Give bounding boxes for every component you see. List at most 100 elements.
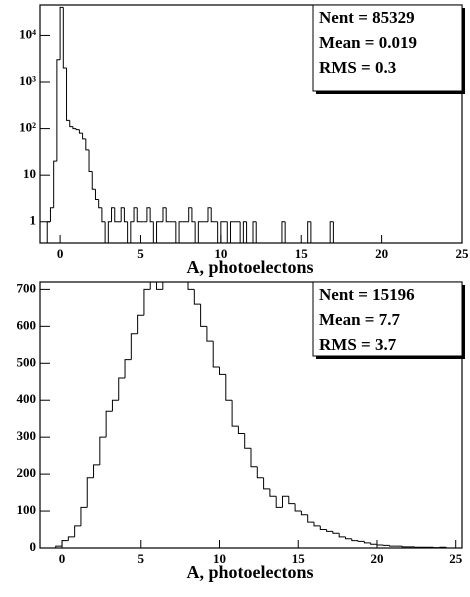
histogram-bin: [370, 542, 377, 545]
histogram-bin: [332, 531, 340, 534]
histogram-bin: [194, 221, 199, 244]
stats-entry: RMS = 3.7: [319, 335, 397, 354]
histogram-bin: [88, 149, 93, 172]
histogram-bin: [363, 541, 371, 544]
stats-box: [312, 4, 463, 92]
histogram-bin: [310, 221, 315, 244]
histogram-bin: [344, 536, 352, 540]
histogram-bin: [219, 366, 226, 375]
histogram-bin: [133, 207, 138, 222]
histogram-bin: [143, 288, 151, 316]
histogram-bin: [338, 533, 346, 538]
x-tick-label: 25: [456, 246, 470, 261]
histogram-bin: [130, 333, 138, 360]
histogram-bin: [82, 133, 86, 140]
histogram-bin: [93, 464, 100, 478]
y-tick-label: 10²: [19, 120, 36, 135]
histogram-bin: [242, 221, 247, 243]
histogram-bin: [275, 496, 283, 508]
histogram-bin: [130, 221, 135, 243]
y-tick-label: 100: [17, 502, 37, 517]
histogram-bin: [69, 120, 73, 128]
histogram-bin: [72, 126, 77, 130]
y-tick-label: 500: [17, 354, 37, 369]
y-tick-label: 700: [17, 280, 37, 295]
histogram-bin: [263, 477, 270, 490]
histogram-bin: [284, 221, 289, 244]
y-tick-label: 1: [30, 213, 37, 228]
histogram-bin: [255, 221, 260, 244]
histogram-bin: [175, 221, 180, 244]
stats-box: [312, 281, 463, 357]
histogram-bin: [256, 466, 264, 479]
histogram-bin: [149, 281, 157, 290]
histogram-bin: [300, 511, 308, 516]
histogram-bin: [226, 221, 231, 244]
histogram-bin: [55, 545, 63, 548]
histogram-bin: [78, 129, 83, 134]
histogram-bin: [111, 207, 115, 222]
x-tick-label: 0: [59, 551, 66, 566]
y-tick-label: 400: [17, 391, 37, 406]
histogram-bin: [156, 221, 160, 243]
histogram-bin: [288, 496, 296, 505]
y-tick-label: 10⁴: [19, 26, 36, 41]
histogram-bin: [188, 207, 192, 222]
y-tick-label: 10³: [19, 73, 36, 88]
histogram-bin: [124, 359, 132, 379]
histogram-bin: [313, 522, 321, 527]
x-tick-label: 15: [295, 246, 309, 261]
histogram-bin: [351, 538, 359, 542]
histogram-bin: [86, 477, 94, 508]
histogram-bin: [136, 207, 141, 223]
histogram-bin: [62, 7, 67, 69]
histogram-bin: [212, 341, 220, 368]
histogram-bin: [326, 529, 333, 532]
histogram-bin: [146, 207, 151, 222]
histogram-bin: [111, 399, 119, 412]
y-tick-label: 10: [23, 166, 36, 181]
x-tick-label: 5: [138, 551, 145, 566]
histogram-bin: [332, 221, 337, 244]
histogram-bin: [105, 410, 113, 438]
histogram-bin: [75, 128, 80, 131]
histogram-bin: [120, 207, 125, 222]
histogram-bin: [244, 433, 251, 449]
histogram-bin: [149, 207, 154, 223]
histogram-bin: [152, 221, 157, 244]
histogram-bin: [49, 207, 54, 222]
histogram-bin: [94, 189, 99, 201]
histogram-bin: [85, 138, 90, 151]
stats-entry: Mean = 0.019: [319, 33, 417, 52]
x-tick-label: 10: [213, 551, 226, 566]
histogram-bin: [67, 536, 75, 541]
histogram-bin: [165, 207, 170, 223]
histogram-bin: [200, 304, 207, 327]
histogram-bin: [206, 326, 214, 342]
stats-entry: Nent = 85329: [319, 8, 415, 27]
histogram-bin: [237, 426, 245, 434]
histogram-bin: [269, 488, 277, 497]
histogram-bin: [123, 207, 128, 223]
histogram-bin: [162, 281, 170, 290]
plot-frame: [39, 281, 463, 549]
histogram-bin: [246, 221, 250, 244]
histogram-bin: [114, 207, 118, 223]
histogram-bin: [307, 514, 314, 523]
histogram-bin: [156, 282, 163, 290]
histogram-bin: [210, 207, 215, 223]
x-axis-title: A, photoelectons: [187, 562, 314, 582]
histogram-bin: [53, 160, 57, 208]
histogram-bin: [59, 6, 64, 60]
histogram-bin: [401, 546, 409, 548]
histogram-bin: [239, 221, 244, 244]
histogram-bin: [74, 525, 81, 537]
y-tick-label: 300: [17, 428, 37, 443]
y-tick-label: 200: [17, 465, 37, 480]
histogram-bin: [207, 207, 212, 222]
histogram-bin: [56, 59, 61, 162]
histogram-bin: [101, 207, 106, 223]
histogram-bin: [281, 495, 289, 508]
histogram-bin: [294, 503, 302, 512]
